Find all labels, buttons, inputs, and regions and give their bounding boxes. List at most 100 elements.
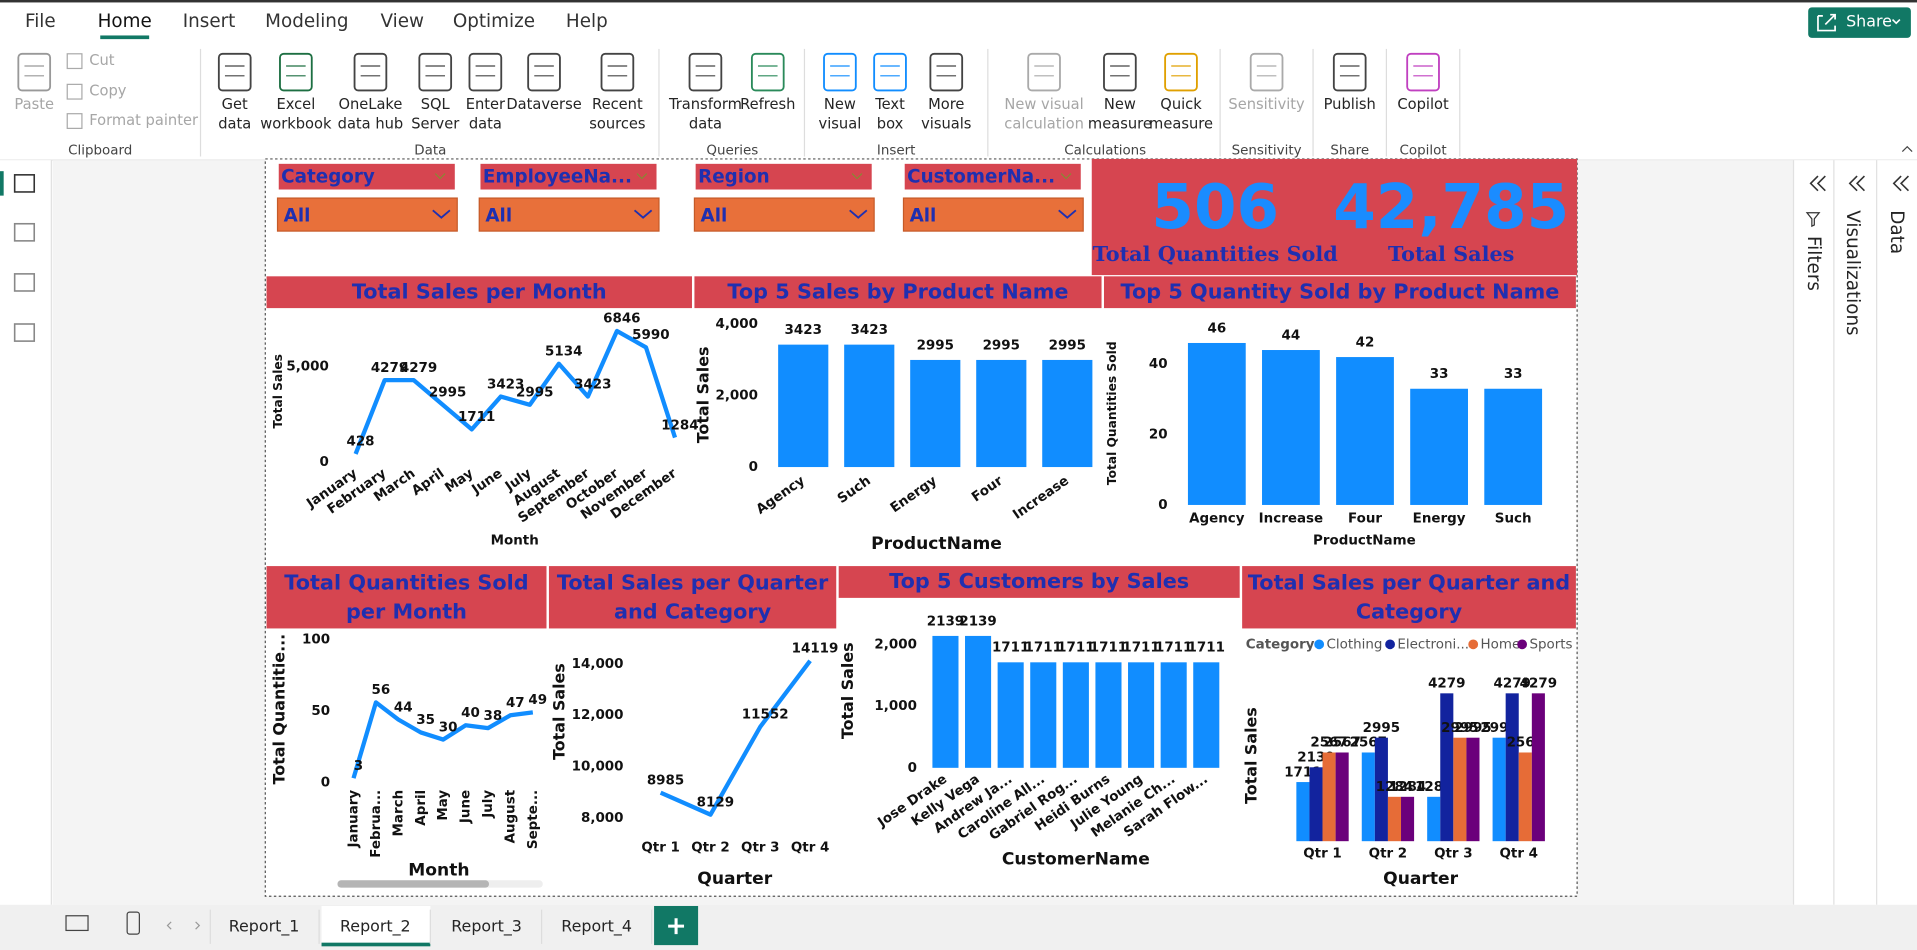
pane-title[interactable]: Data	[1886, 210, 1907, 254]
ribbon-button-label[interactable]: Enter	[466, 96, 506, 113]
ribbon-button-label[interactable]: visuals	[921, 116, 971, 133]
bar[interactable]	[1492, 737, 1506, 842]
bar[interactable]	[1322, 752, 1336, 842]
bar[interactable]	[976, 359, 1027, 468]
desktop-view-icon[interactable]	[65, 915, 89, 932]
ribbon-button-label[interactable]: Copy	[89, 83, 127, 100]
bar[interactable]	[1193, 662, 1220, 768]
ribbon-button-label[interactable]: Format painter	[89, 112, 199, 129]
bar[interactable]	[1095, 662, 1122, 768]
menu-tab[interactable]: View	[380, 11, 424, 32]
page-tab[interactable]: Report_4	[561, 916, 632, 936]
slicer-dropdown[interactable]	[693, 197, 875, 232]
bar[interactable]	[965, 635, 992, 768]
bar[interactable]	[1427, 796, 1441, 842]
bar[interactable]	[1335, 752, 1349, 842]
ribbon-button-label[interactable]: Sensitivity	[1228, 96, 1305, 113]
bar[interactable]	[1505, 693, 1519, 842]
ribbon-button-label[interactable]: New visual	[1004, 96, 1083, 113]
legend-entry[interactable]: Clothing	[1326, 637, 1382, 652]
ribbon-button-label[interactable]: data	[469, 116, 502, 133]
scrollbar-thumb[interactable]	[337, 880, 490, 888]
bar[interactable]	[1361, 752, 1375, 842]
pane-collapse-icon[interactable]	[1892, 175, 1910, 192]
ribbon-button-label[interactable]: calculation	[1004, 116, 1084, 133]
tab-scroll-arrows[interactable]	[166, 921, 201, 930]
ribbon-button-label[interactable]: Copilot	[1397, 96, 1449, 113]
menu-tab[interactable]: Home	[98, 11, 152, 32]
bar[interactable]	[1484, 388, 1543, 505]
menu-tab[interactable]: File	[25, 11, 56, 32]
pane-collapse-icon[interactable]	[1809, 175, 1826, 192]
pane-collapse-icon[interactable]	[1848, 175, 1865, 192]
ribbon-button-label[interactable]: New	[1104, 96, 1136, 113]
bar[interactable]	[844, 344, 895, 468]
menu-tab[interactable]: Optimize	[453, 11, 535, 32]
ribbon-button-label[interactable]: Publish	[1324, 96, 1376, 113]
menu-tab[interactable]: Modeling	[265, 11, 348, 32]
bar[interactable]	[910, 359, 961, 468]
ribbon-button-label[interactable]: Server	[411, 116, 460, 133]
ribbon-button-label[interactable]: data hub	[338, 116, 404, 133]
bar[interactable]	[1296, 782, 1310, 842]
ribbon-button-label[interactable]: visual	[819, 116, 862, 133]
bar[interactable]	[1531, 693, 1545, 842]
page-tab[interactable]: Report_3	[451, 916, 522, 936]
ribbon-button-label[interactable]: Quick	[1160, 96, 1202, 113]
ribbon-button-label[interactable]: New	[824, 96, 856, 113]
ribbon-button-label[interactable]: measure	[1088, 116, 1152, 133]
pane-title[interactable]: Filters	[1803, 236, 1824, 291]
ribbon-button-label[interactable]: Recent	[592, 96, 643, 113]
bar[interactable]	[1336, 357, 1394, 505]
bar[interactable]	[1030, 662, 1057, 768]
bar[interactable]	[1128, 662, 1155, 768]
bar[interactable]	[1440, 693, 1454, 842]
nav-icon[interactable]	[13, 323, 36, 342]
bar[interactable]	[1160, 662, 1187, 768]
bar[interactable]	[1187, 342, 1246, 505]
ribbon-button-label[interactable]: sources	[589, 116, 645, 133]
nav-icon[interactable]	[13, 174, 36, 193]
legend-entry[interactable]: Home	[1481, 637, 1521, 652]
bar[interactable]	[1453, 737, 1467, 842]
bar[interactable]	[778, 344, 829, 468]
legend-entry[interactable]: Sports	[1529, 637, 1572, 652]
slicer-dropdown[interactable]	[276, 197, 458, 232]
ribbon-button-label[interactable]: Get	[222, 96, 248, 113]
mobile-view-icon[interactable]	[126, 911, 140, 935]
ribbon-button-label[interactable]: data	[689, 116, 722, 133]
menu-tab[interactable]: Insert	[183, 11, 236, 32]
bar[interactable]	[1262, 350, 1320, 505]
ribbon-button-label[interactable]: Dataverse	[506, 96, 581, 113]
menu-tab[interactable]: Help	[566, 11, 608, 32]
bar[interactable]	[1410, 388, 1468, 505]
bar[interactable]	[1401, 796, 1415, 842]
ribbon-button-label[interactable]: box	[877, 116, 904, 133]
legend-entry[interactable]: Electroni...	[1397, 637, 1469, 652]
ribbon-button-label[interactable]: Cut	[89, 52, 115, 69]
bar[interactable]	[1387, 796, 1402, 842]
page-tab[interactable]: Report_1	[229, 916, 300, 936]
ribbon-button-label[interactable]: SQL	[421, 96, 451, 113]
page-tab[interactable]: Report_2	[340, 916, 411, 936]
bar[interactable]	[1042, 359, 1093, 468]
ribbon-button-label[interactable]: Paste	[14, 96, 54, 113]
bar[interactable]	[1518, 752, 1532, 842]
ribbon-button-label[interactable]: Refresh	[740, 96, 795, 113]
ribbon-button-label[interactable]: measure	[1149, 116, 1213, 133]
bar[interactable]	[1062, 662, 1089, 768]
ribbon-button-label[interactable]: More	[928, 96, 964, 113]
bar[interactable]	[932, 635, 959, 768]
ribbon-button-label[interactable]: workbook	[260, 116, 332, 133]
ribbon-button-label[interactable]: Transform	[668, 96, 742, 113]
bar[interactable]	[1466, 737, 1480, 842]
bar[interactable]	[1374, 737, 1388, 842]
ribbon-button-label[interactable]: Excel	[276, 96, 315, 113]
bar[interactable]	[997, 662, 1024, 768]
ribbon-button-label[interactable]: data	[218, 116, 251, 133]
slicer-dropdown[interactable]	[902, 197, 1084, 232]
ribbon-button-label[interactable]: OneLake	[338, 96, 402, 113]
ribbon-button-label[interactable]: Text	[874, 96, 905, 113]
bar[interactable]	[1309, 767, 1323, 842]
pane-title[interactable]: Visualizations	[1842, 210, 1863, 335]
